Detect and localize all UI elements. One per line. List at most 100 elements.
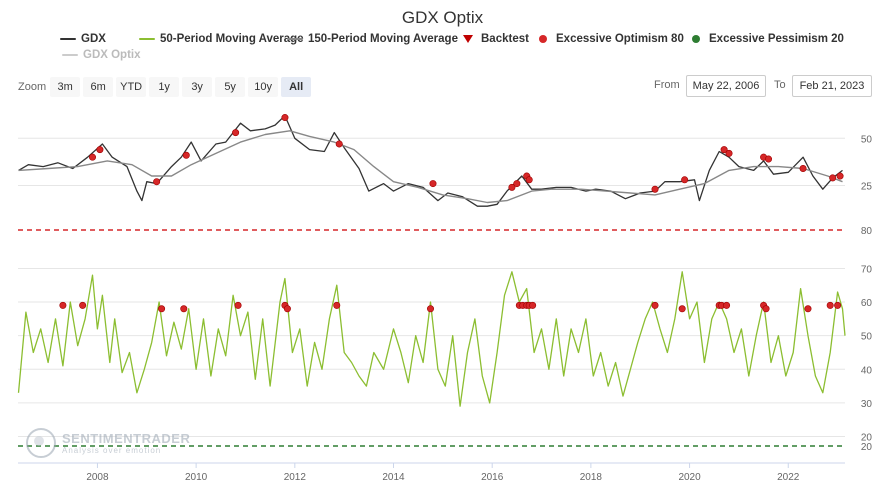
excessive-optimism-marker (804, 305, 812, 313)
optix-panel (17, 271, 846, 407)
excessive-optimism-marker (281, 114, 289, 122)
excessive-optimism-marker (59, 301, 67, 309)
legend-item-gdx[interactable]: GDX (60, 33, 106, 45)
excessive-optimism-marker (283, 305, 291, 313)
line-marker-icon (60, 33, 76, 45)
excessive-optimism-marker (836, 172, 844, 180)
excessive-optimism-marker (725, 149, 733, 157)
x-tick-label: 2016 (481, 472, 504, 483)
y-tick-label: 70 (861, 264, 873, 275)
legend-item-gdx-optix[interactable]: GDX Optix (62, 49, 141, 61)
x-tick-label: 2008 (86, 472, 109, 483)
legend-label: Excessive Pessimism 20 (709, 33, 844, 45)
y-tick-label: 40 (861, 365, 873, 376)
excessive-optimism-marker (525, 176, 533, 184)
legend-label: GDX Optix (83, 49, 141, 61)
y-tick-label: 50 (861, 332, 873, 343)
excessive-optimism-marker (651, 301, 659, 309)
legend-item-excessive-optimism-80[interactable]: Excessive Optimism 80 (535, 33, 684, 45)
triangle-marker-icon (460, 33, 476, 45)
x-tick-label: 2014 (382, 472, 405, 483)
excessive-optimism-marker (89, 153, 97, 161)
from-label: From (654, 79, 680, 91)
excessive-optimism-marker (429, 180, 437, 188)
legend-item-50-period-moving-average[interactable]: 50-Period Moving Average (139, 33, 304, 45)
zoom-button-5y[interactable]: 5y (215, 77, 246, 97)
axes-layer: 25 50 20 30 40 50 60 70 80 20 2008 2010 2012 2014 2016… (18, 134, 872, 483)
excessive-optimism-marker (158, 305, 166, 313)
y-tick-label: 20 (861, 432, 873, 443)
line-marker-icon (62, 49, 78, 61)
watermark: SENTIMENTRADER Analysis over emotion (26, 428, 190, 458)
excessive-optimism-marker (234, 301, 242, 309)
excessive-optimism-marker (720, 146, 728, 154)
excessive-optimism-marker (96, 146, 104, 154)
excessive-optimism-marker (678, 305, 686, 313)
to-label: To (774, 79, 786, 91)
x-tick-label: 2020 (678, 472, 701, 483)
chart-title: GDX Optix (401, 8, 484, 27)
excessive-optimism-marker (153, 178, 161, 186)
excessive-optimism-marker (765, 155, 773, 163)
chart-legend: GDX 50-Period Moving Average 150-Period Mo… (60, 33, 860, 65)
excessive-optimism-marker (799, 164, 807, 172)
zoom-label: Zoom (18, 81, 47, 93)
excessive-optimism-marker (333, 301, 341, 309)
excessive-optimism-marker (79, 301, 87, 309)
line-marker-icon (139, 33, 155, 45)
excessive-optimism-marker (508, 183, 516, 191)
excessive-optimism-marker (513, 180, 521, 188)
dot-marker-icon (535, 33, 551, 45)
excessive-optimism-marker (762, 305, 770, 313)
legend-item-backtest[interactable]: Backtest (460, 33, 529, 45)
sentimentrader-logo-icon (26, 428, 56, 458)
excessive-optimism-marker (651, 185, 659, 193)
from-date-input[interactable]: May 22, 2006 (686, 75, 766, 97)
y-tick-label: 60 (861, 298, 873, 309)
excessive-optimism-marker (681, 176, 689, 184)
threshold-label: 80 (861, 226, 873, 237)
legend-item-excessive-pessimism-20[interactable]: Excessive Pessimism 20 (688, 33, 844, 45)
x-tick-label: 2022 (777, 472, 800, 483)
excessive-optimism-marker (232, 129, 240, 137)
legend-label: 150-Period Moving Average (308, 33, 458, 45)
y-tick-label: 30 (861, 399, 873, 410)
excessive-optimism-marker (427, 305, 435, 313)
watermark-name: SENTIMENTRADER (62, 431, 191, 446)
y-tick-label: 25 (861, 181, 873, 192)
excessive-optimism-marker (826, 301, 834, 309)
threshold-label: 20 (861, 442, 873, 453)
legend-item-150-period-moving-average[interactable]: 150-Period Moving Average (287, 33, 458, 45)
zoom-button-6m[interactable]: 6m (83, 77, 114, 97)
zoom-button-1y[interactable]: 1y (149, 77, 180, 97)
series-line-gdx (18, 115, 843, 207)
legend-label: 50-Period Moving Average (160, 33, 304, 45)
dot-marker-icon (688, 33, 704, 45)
x-tick-label: 2018 (580, 472, 603, 483)
legend-label: Excessive Optimism 80 (556, 33, 684, 45)
zoom-button-3y[interactable]: 3y (182, 77, 213, 97)
zoom-button-3m[interactable]: 3m (50, 77, 81, 97)
excessive-optimism-marker (834, 301, 842, 309)
zoom-controls: Zoom 3m 6m YTD 1y 3y 5y 10y All (18, 77, 314, 97)
legend-label: GDX (81, 33, 106, 45)
legend-label: Backtest (481, 33, 529, 45)
watermark-sub: Analysis over emotion (62, 446, 162, 455)
zoom-button-10y[interactable]: 10y (248, 77, 279, 97)
excessive-optimism-marker (182, 151, 190, 159)
series-line-gdx-optix (17, 271, 846, 407)
excessive-optimism-marker (180, 305, 188, 313)
zoom-button-all[interactable]: All (281, 77, 312, 97)
excessive-optimism-marker (529, 301, 537, 309)
zoom-button-ytd[interactable]: YTD (116, 77, 147, 97)
to-date-input[interactable]: Feb 21, 2023 (792, 75, 872, 97)
line-marker-icon (287, 33, 303, 45)
x-tick-label: 2012 (284, 472, 307, 483)
y-tick-label: 50 (861, 134, 873, 145)
excessive-optimism-marker (335, 140, 343, 148)
excessive-optimism-marker (829, 174, 837, 182)
series-line-150-period-moving-average (18, 130, 843, 204)
grid-layer (18, 137, 845, 437)
x-tick-label: 2010 (185, 472, 208, 483)
